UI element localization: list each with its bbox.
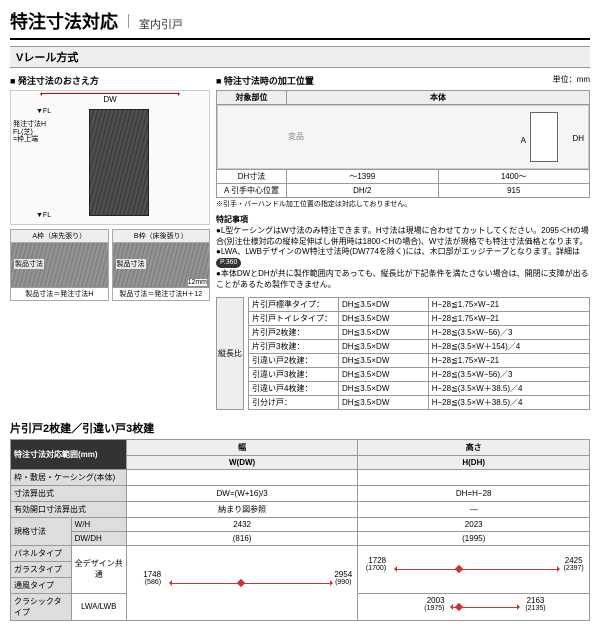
range-h1: 1728(1700) 2425(2397): [361, 549, 586, 589]
kakou-title: ■ 特注寸法時の加工位置 単位：mm: [216, 74, 590, 87]
kakou-table: 対象部位本体 変品 A DH DH寸法～13991400～ A 引手中心位置DH…: [216, 90, 590, 198]
range-h2: 2003(1975) 2163(2135): [361, 596, 586, 618]
page-subtitle: 室内引戸: [139, 16, 183, 32]
frame-detail: A枠（床先張り） 製品寸法 製品寸法＝発注寸法H B枠（床後張り） 製品寸法12…: [10, 229, 210, 301]
page-title: 特注寸法対応: [10, 8, 118, 34]
osaekata-title: ■ 発注寸法のおさえ方: [10, 74, 210, 87]
tokki-notes: 特記事項 ●L型ケーシングはW寸法のみ特注できます。H寸法は現場に合わせてカット…: [216, 215, 590, 291]
section2-title: 片引戸2枚建／引違い戸3枚建: [10, 420, 590, 436]
vrail-title: Vレール方式: [10, 46, 590, 68]
ratio-table: 縦長比 片引戸標準タイプ：DH≦3.5×DWH−28≦1.75×W−21片引戸ト…: [216, 297, 590, 410]
range-w: 1748(586) 2954(990): [130, 563, 355, 603]
door-diagram: DW 発注寸法H FL(芝) =枠上端 ▼FL ▼FL: [10, 90, 210, 225]
dimension-table: 特注寸法対応範囲(mm) 幅 高さ W(DW) H(DH) 枠・敷居・ケーシング…: [10, 439, 590, 621]
